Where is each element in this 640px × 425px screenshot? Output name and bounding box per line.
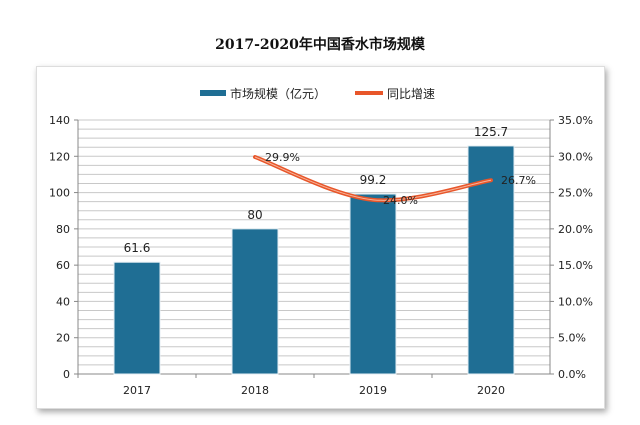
- bar-label: 99.2: [360, 173, 387, 187]
- left-tick-label: 0: [63, 368, 70, 381]
- right-tick-label: 25.0%: [558, 187, 593, 200]
- legend-line-label: 同比增速: [387, 87, 435, 101]
- left-tick-label: 40: [56, 295, 70, 308]
- line-label: 29.9%: [265, 151, 300, 164]
- right-tick-label: 30.0%: [558, 150, 593, 163]
- left-tick-label: 100: [49, 187, 70, 200]
- left-tick-label: 60: [56, 259, 70, 272]
- x-tick-label: 2020: [477, 384, 505, 397]
- left-tick-label: 20: [56, 332, 70, 345]
- right-tick-label: 0.0%: [558, 368, 586, 381]
- growth-line-highlight: [254, 156, 492, 201]
- x-tick-label: 2019: [359, 384, 387, 397]
- bar-label: 125.7: [474, 125, 508, 139]
- right-tick-label: 35.0%: [558, 114, 593, 127]
- chart-title: 2017-2020年中国香水市场规模: [215, 37, 425, 53]
- legend-bar-swatch: [200, 90, 226, 96]
- right-tick-label: 10.0%: [558, 295, 593, 308]
- left-tick-label: 80: [56, 223, 70, 236]
- left-tick-label: 120: [49, 150, 70, 163]
- x-tick-label: 2018: [241, 384, 269, 397]
- bar-label: 80: [247, 208, 262, 222]
- bar-label: 61.6: [124, 241, 151, 255]
- line-label: 24.0%: [383, 194, 418, 207]
- right-tick-label: 5.0%: [558, 332, 586, 345]
- line-label: 26.7%: [501, 174, 536, 187]
- bar-2017: [113, 261, 161, 375]
- bar-2019: [349, 193, 397, 375]
- right-tick-label: 20.0%: [558, 223, 593, 236]
- bar-2018: [231, 228, 279, 375]
- legend-bar-label: 市场规模（亿元）: [230, 86, 326, 101]
- right-tick-label: 15.0%: [558, 259, 593, 272]
- left-tick-label: 140: [49, 114, 70, 127]
- x-tick-label: 2017: [123, 384, 151, 397]
